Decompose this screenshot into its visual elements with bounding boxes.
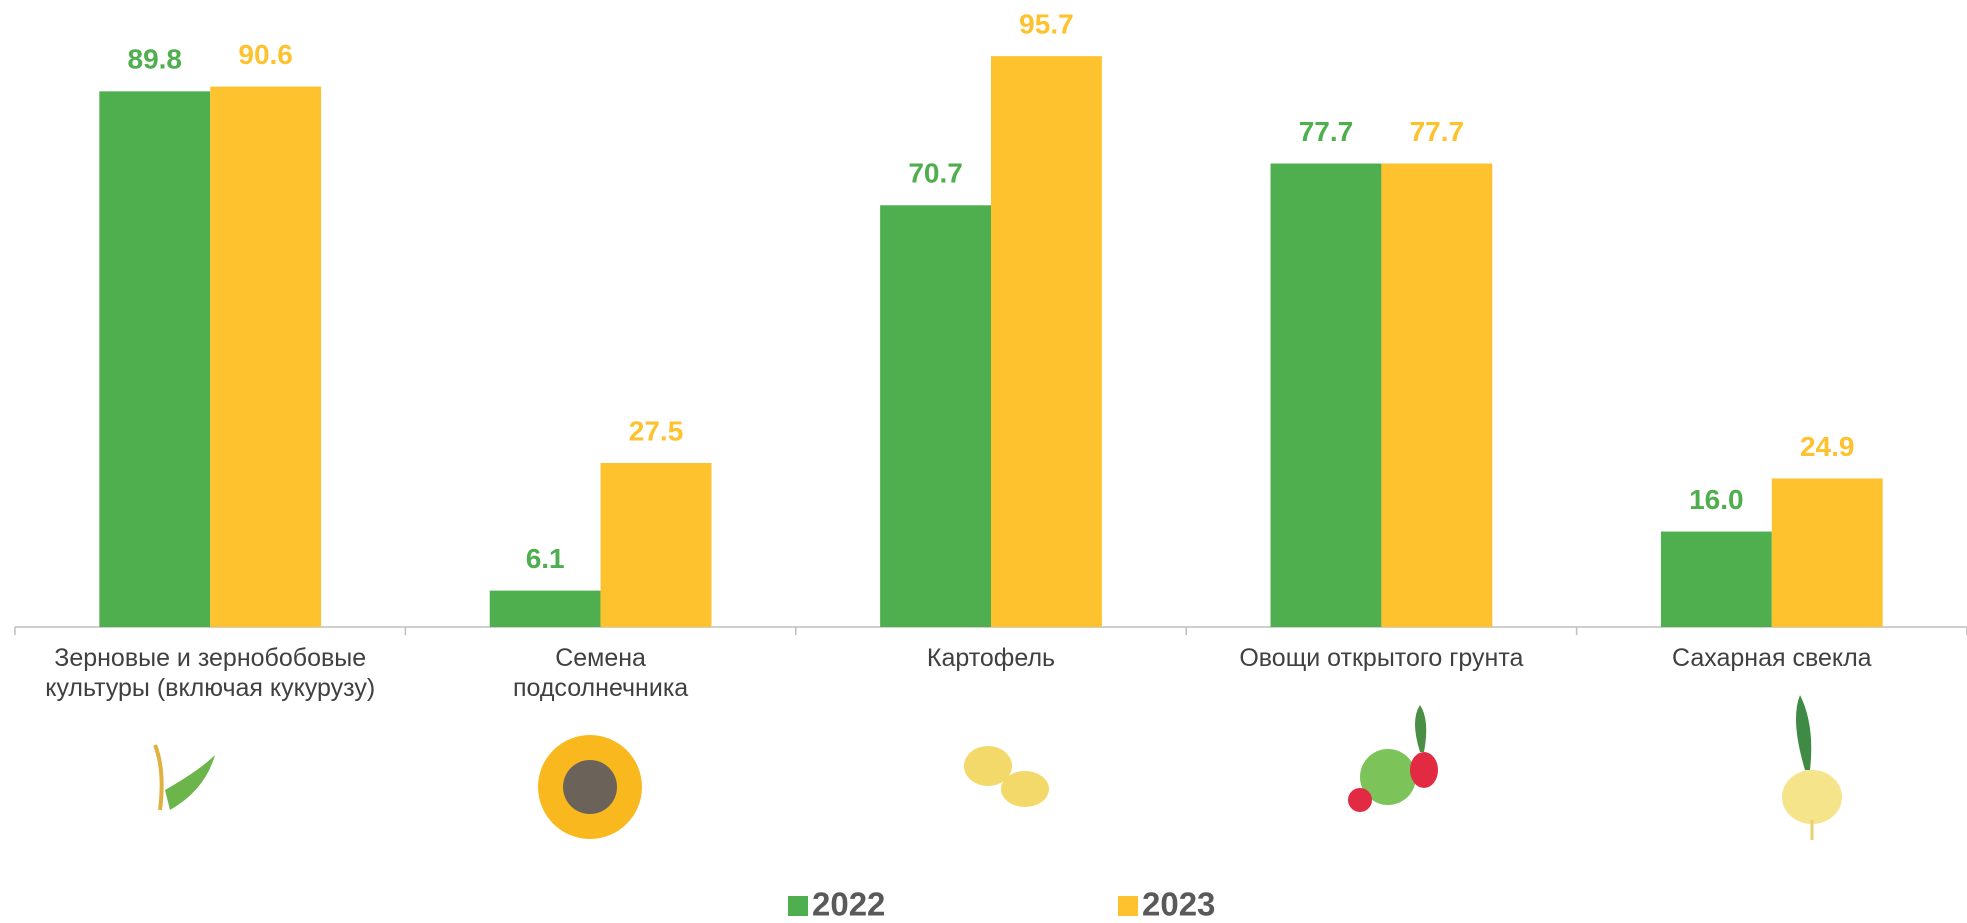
legend-label: 2023 [1142,886,1215,923]
chart: 89.8 6.1 70.7 77.7 16.0 90.6 27.5 95.7 77.7 24.9 2… [0,0,1967,923]
icon-beet [1782,770,1842,824]
bar [1381,164,1492,627]
icon-wheat [155,745,162,810]
bar [880,205,991,627]
icon-potato [1001,771,1049,807]
icon-leaves [1415,705,1426,752]
value-label: 77.7 [1410,116,1465,147]
x-tick-label: Овощи открытого грунта [1186,643,1576,673]
page: 89.8 6.1 70.7 77.7 16.0 90.6 27.5 95.7 77.7 24.9 2… [0,0,1967,923]
legend-swatch [788,896,808,916]
bar [991,56,1102,627]
bar [1271,164,1382,627]
bar [1661,532,1772,627]
value-label: 6.1 [526,543,565,574]
x-tick-label: Семена подсолнечника [405,643,795,703]
bar [210,87,321,627]
icons [155,695,1842,840]
bar [1772,478,1883,627]
value-label: 70.7 [908,158,963,189]
value-label: 16.0 [1689,484,1744,515]
icon-tomato [1348,788,1372,812]
bar [490,591,601,627]
legend-label: 2022 [812,886,885,923]
bar [601,463,712,627]
value-label: 89.8 [128,44,183,75]
value-label: 77.7 [1299,116,1354,147]
bar [99,91,210,627]
x-tick-label: Картофель [796,643,1186,673]
legend-swatch [1118,896,1138,916]
icon-radish [1410,752,1438,788]
x-tick-label: Зерновые и зернобобовые культуры (включа… [15,643,405,703]
icon-leaves [1796,695,1811,770]
icon-sunflower-center [563,760,617,814]
icon-peas [165,755,215,810]
x-tick-label: Сахарная свекла [1577,643,1967,673]
value-label: 95.7 [1019,9,1074,40]
value-label: 90.6 [238,39,293,70]
value-label: 24.9 [1800,431,1855,462]
value-label: 27.5 [629,415,684,446]
